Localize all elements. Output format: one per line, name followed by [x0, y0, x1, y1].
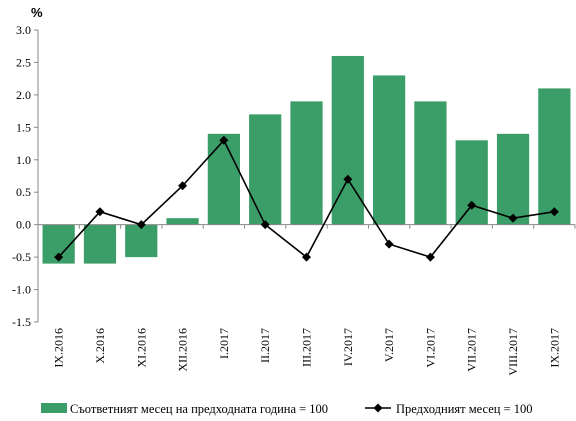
y-tick-label: -1.5	[12, 315, 31, 329]
x-tick-label: XI.2016	[134, 328, 148, 368]
line-point	[178, 181, 188, 191]
bar	[249, 114, 282, 225]
x-tick-label: VIII.2017	[506, 328, 520, 376]
x-tick-label: IX.2016	[52, 328, 66, 368]
x-tick-label: IV.2017	[341, 328, 355, 366]
y-unit-label: %	[31, 5, 43, 20]
y-tick-label: 0.5	[16, 185, 31, 199]
legend: Съответният месец на предходната година …	[41, 402, 533, 416]
line-point	[467, 200, 477, 210]
x-tick-label: XII.2016	[176, 328, 190, 372]
x-tick-label: IX.2017	[547, 328, 561, 368]
bar	[290, 101, 323, 225]
axes	[34, 29, 576, 323]
bar	[83, 224, 117, 264]
legend-bar-label: Съответният месец на предходната година …	[70, 402, 328, 416]
line-point	[95, 207, 105, 217]
y-tick-labels: 3.0 2.5 2.0 1.5 1.0 0.5 0.0 -0.5 -1.0 -1.5	[12, 23, 31, 329]
bar	[207, 133, 240, 225]
x-tick-label: I.2017	[217, 328, 231, 359]
x-tick-label: VII.2017	[465, 328, 479, 372]
y-tick-label: -0.5	[12, 250, 31, 264]
x-tick-label: III.2017	[300, 328, 314, 367]
y-tick-label: 2.5	[16, 55, 31, 69]
legend-line-marker	[373, 403, 383, 413]
y-tick-label: 0.0	[16, 218, 31, 232]
line-point	[425, 252, 435, 262]
y-tick-label: -1.0	[12, 283, 31, 297]
line-point	[260, 220, 270, 230]
line-point	[384, 239, 394, 249]
y-tick-label: 1.5	[16, 120, 31, 134]
bar	[414, 101, 447, 225]
line-point	[343, 174, 353, 184]
bar	[538, 88, 571, 225]
y-tick-label: 1.0	[16, 153, 31, 167]
legend-bar-swatch	[41, 403, 67, 413]
x-tick-labels: IX.2016 X.2016 XI.2016 XII.2016 I.2017 II.201…	[52, 328, 562, 376]
bar	[125, 224, 158, 258]
line-point	[549, 207, 559, 217]
bar	[496, 133, 530, 225]
line-point	[219, 135, 229, 145]
line-point	[508, 213, 518, 223]
line-point	[136, 220, 146, 230]
y-tick-label: 3.0	[16, 23, 31, 37]
bar	[455, 140, 488, 225]
bar	[373, 75, 406, 225]
bar	[166, 218, 199, 225]
y-tick-label: 2.0	[16, 88, 31, 102]
bar-series	[42, 55, 571, 264]
x-tick-label: X.2016	[93, 328, 107, 364]
x-tick-label: VI.2017	[423, 328, 437, 368]
x-tick-label: II.2017	[258, 328, 272, 363]
legend-line-label: Предходният месец = 100	[396, 402, 533, 416]
line-point	[54, 252, 64, 262]
line-point	[302, 252, 311, 262]
x-tick-label: V.2017	[382, 328, 396, 362]
line-series	[54, 135, 559, 262]
